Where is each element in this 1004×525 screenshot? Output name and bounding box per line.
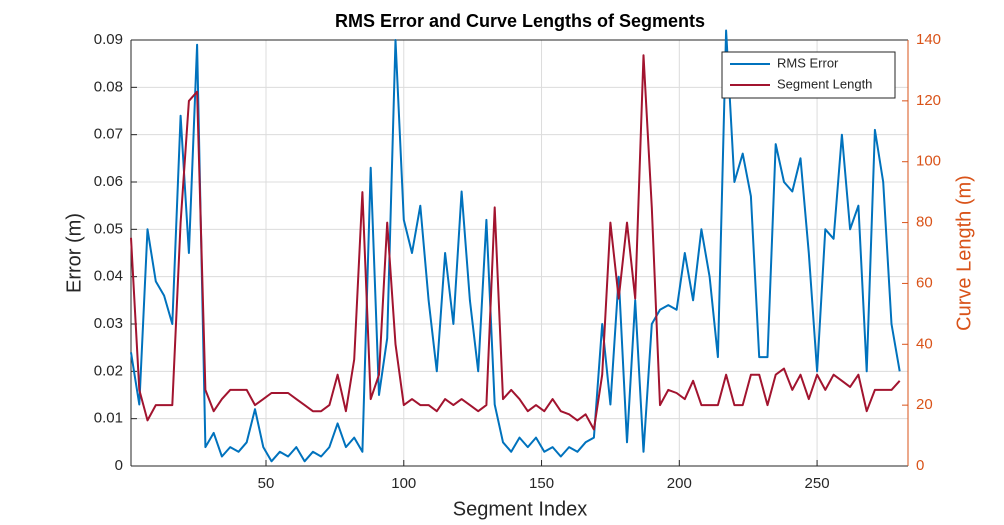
y2-tick-label: 40 xyxy=(916,335,933,352)
legend-label: RMS Error xyxy=(777,55,839,70)
y2-tick-label: 0 xyxy=(916,457,924,474)
y-tick-label: 0.01 xyxy=(94,410,123,427)
y-tick-label: 0.08 xyxy=(94,78,123,95)
x-tick-label: 100 xyxy=(391,475,416,492)
y2-axis-label: Curve Length (m) xyxy=(953,175,975,331)
y-tick-label: 0.05 xyxy=(94,220,123,237)
y2-tick-label: 20 xyxy=(916,396,933,413)
y2-tick-label: 100 xyxy=(916,153,941,170)
y-tick-label: 0.07 xyxy=(94,126,123,143)
chart-title: RMS Error and Curve Lengths of Segments xyxy=(335,11,705,31)
y-tick-label: 0.02 xyxy=(94,362,123,379)
y-tick-label: 0.06 xyxy=(94,173,123,190)
y2-tick-label: 60 xyxy=(916,274,933,291)
y-tick-label: 0.03 xyxy=(94,315,123,332)
y-axis-label: Error (m) xyxy=(63,213,85,293)
y-tick-label: 0.09 xyxy=(94,31,123,48)
x-axis-label: Segment Index xyxy=(453,498,588,520)
x-tick-label: 250 xyxy=(805,475,830,492)
data-line xyxy=(130,54,901,431)
y2-tick-label: 80 xyxy=(916,214,933,231)
legend-label: Segment Length xyxy=(777,76,872,91)
y2-tick-label: 140 xyxy=(916,31,941,48)
y-tick-label: 0.04 xyxy=(94,268,123,285)
x-tick-label: 50 xyxy=(258,475,275,492)
x-tick-label: 150 xyxy=(529,475,554,492)
y2-tick-label: 120 xyxy=(916,92,941,109)
x-tick-label: 200 xyxy=(667,475,692,492)
legend-box xyxy=(721,51,896,99)
y-tick-label: 0 xyxy=(115,457,123,474)
data-line xyxy=(130,29,901,463)
